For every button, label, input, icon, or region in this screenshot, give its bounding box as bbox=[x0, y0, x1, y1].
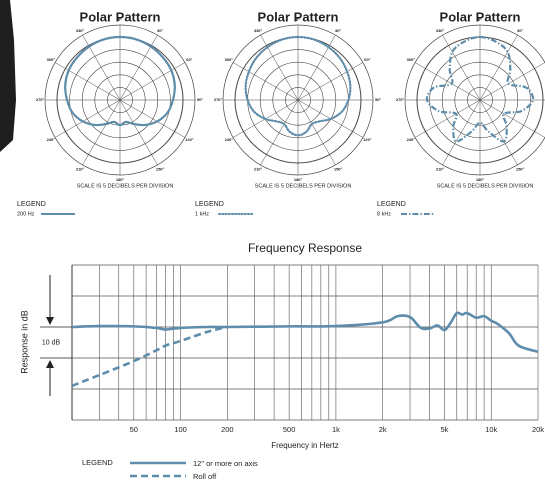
angle-tick-label: 330° bbox=[76, 28, 85, 33]
legend-label: Roll off bbox=[193, 472, 217, 480]
legend-label: 200 Hz bbox=[17, 211, 35, 217]
spoke-grid-line bbox=[260, 99, 299, 166]
angle-tick-label: 210° bbox=[254, 166, 263, 171]
polar-chart: Polar Pattern0°30°60°90°120°150°180°210°… bbox=[377, 9, 545, 217]
chart-subtitle: SCALE IS 5 DECIBELS PER DIVISION bbox=[255, 183, 352, 189]
legend-title: LEGEND bbox=[82, 458, 113, 467]
x-tick-label: 10k bbox=[485, 425, 497, 434]
response-line bbox=[71, 325, 228, 388]
angle-tick-label: 300° bbox=[225, 57, 234, 62]
x-tick-label: 500 bbox=[283, 425, 296, 434]
spoke-grid-line bbox=[119, 34, 158, 101]
spoke-grid-line bbox=[479, 34, 518, 101]
chart-subtitle: SCALE IS 5 DECIBELS PER DIVISION bbox=[77, 183, 174, 189]
spoke-grid-line bbox=[479, 99, 545, 138]
chart-title: Polar Pattern bbox=[258, 9, 339, 24]
angle-tick-label: 90° bbox=[375, 97, 381, 102]
angle-tick-label: 180° bbox=[294, 177, 303, 182]
spoke-grid-line bbox=[414, 99, 481, 138]
angle-tick-label: 240° bbox=[407, 137, 416, 142]
angle-tick-label: 120° bbox=[363, 137, 372, 142]
x-tick-label: 2k bbox=[379, 425, 387, 434]
x-tick-label: 5k bbox=[441, 425, 449, 434]
angle-tick-label: 240° bbox=[225, 137, 234, 142]
annotation-arrowhead bbox=[46, 360, 54, 368]
frequency-chart: Frequency Response 50 100 200 500 1k 2k 5k 10k 20… bbox=[19, 241, 544, 480]
spoke-grid-line bbox=[232, 62, 299, 101]
angle-tick-label: 180° bbox=[116, 177, 125, 182]
spoke-grid-line bbox=[54, 99, 121, 138]
spoke-grid-line bbox=[260, 34, 299, 101]
spoke-grid-line bbox=[442, 34, 481, 101]
x-tick-label: 1k bbox=[332, 425, 340, 434]
spoke-grid-line bbox=[479, 62, 545, 101]
legend-title: LEGEND bbox=[17, 201, 46, 208]
angle-tick-label: 30° bbox=[157, 28, 163, 33]
spoke-grid-line bbox=[119, 62, 186, 101]
spoke-grid-line bbox=[442, 99, 481, 166]
x-axis-label: Frequency in Hertz bbox=[271, 441, 339, 450]
polar-line bbox=[244, 35, 352, 137]
angle-tick-label: 210° bbox=[436, 166, 445, 171]
polar-line bbox=[64, 35, 176, 127]
x-tick-label: 50 bbox=[130, 425, 138, 434]
angle-tick-label: 150° bbox=[516, 166, 525, 171]
spoke-grid-line bbox=[297, 34, 336, 101]
angle-tick-label: 270° bbox=[214, 97, 223, 102]
spoke-grid-line bbox=[297, 99, 336, 166]
angle-tick-label: 330° bbox=[436, 28, 445, 33]
spoke-grid-line bbox=[54, 62, 121, 101]
response-line bbox=[71, 311, 539, 354]
angle-tick-label: 210° bbox=[76, 166, 85, 171]
legend-label: 8 kHz bbox=[377, 211, 391, 217]
x-tick-label: 20k bbox=[532, 425, 544, 434]
legend-title: LEGEND bbox=[195, 201, 224, 208]
angle-tick-label: 0° bbox=[478, 17, 482, 22]
spoke-grid-line bbox=[414, 62, 481, 101]
angle-tick-label: 300° bbox=[47, 57, 56, 62]
x-tick-label: 100 bbox=[174, 425, 187, 434]
angle-tick-label: 180° bbox=[476, 177, 485, 182]
spoke-grid-line bbox=[82, 34, 121, 101]
angle-tick-label: 60° bbox=[364, 57, 370, 62]
angle-tick-label: 90° bbox=[197, 97, 203, 102]
annotation-arrowhead bbox=[46, 317, 54, 325]
polar-line bbox=[425, 35, 535, 143]
angle-tick-label: 60° bbox=[186, 57, 192, 62]
angle-tick-label: 330° bbox=[254, 28, 263, 33]
legend-label: 1 kHz bbox=[195, 211, 209, 217]
angle-tick-label: 270° bbox=[36, 97, 45, 102]
spoke-grid-line bbox=[82, 99, 121, 166]
spoke-grid-line bbox=[119, 99, 186, 138]
angle-tick-label: 30° bbox=[335, 28, 341, 33]
angle-tick-label: 150° bbox=[156, 166, 165, 171]
chart-title: Polar Pattern bbox=[80, 9, 161, 24]
chart-subtitle: SCALE IS 5 DECIBELS PER DIVISION bbox=[437, 183, 534, 189]
microphone-image bbox=[0, 0, 16, 152]
x-tick-label: 200 bbox=[221, 425, 234, 434]
angle-tick-label: 120° bbox=[185, 137, 194, 142]
angle-tick-label: 300° bbox=[407, 57, 416, 62]
angle-tick-label: 0° bbox=[118, 17, 122, 22]
angle-tick-label: 30° bbox=[517, 28, 523, 33]
angle-tick-label: 0° bbox=[296, 17, 300, 22]
y-axis-label: Response in dB bbox=[19, 310, 29, 374]
chart-title: Polar Pattern bbox=[440, 9, 521, 24]
angle-tick-label: 150° bbox=[334, 166, 343, 171]
legend-title: LEGEND bbox=[377, 201, 406, 208]
angle-tick-label: 270° bbox=[396, 97, 405, 102]
annotation-label: 10 dB bbox=[42, 339, 61, 346]
spoke-grid-line bbox=[479, 99, 518, 166]
spoke-grid-line bbox=[119, 99, 158, 166]
angle-tick-label: 240° bbox=[47, 137, 56, 142]
chart-title: Frequency Response bbox=[248, 241, 362, 255]
legend-label: 12" or more on axis bbox=[193, 459, 258, 468]
spoke-grid-line bbox=[297, 62, 364, 101]
